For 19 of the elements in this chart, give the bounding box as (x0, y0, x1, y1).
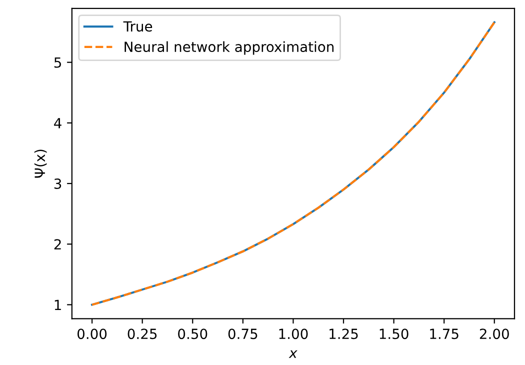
line-series (90, 21, 496, 306)
x-axis-title: x (288, 350, 298, 358)
y-tick-label: 1 (54, 300, 61, 310)
x-tick-label: 1.25 (330, 328, 358, 340)
y-axis-title: Ψ(x) (34, 150, 47, 178)
x-tick-label: 0.75 (228, 328, 258, 340)
x-tick-label: 1.00 (279, 328, 308, 340)
y-tick-label: 5 (54, 57, 61, 68)
x-tick-label: 1.75 (430, 328, 458, 340)
y-tick-label: 4 (54, 118, 62, 128)
x-tick-label: 2.00 (480, 328, 509, 340)
x-tick-label: 0.25 (128, 328, 157, 340)
x-tick-label: 1.50 (380, 328, 408, 340)
legend-label: True (123, 21, 152, 32)
y-tick-label: 2 (54, 239, 61, 250)
x-tick-label: 0.50 (178, 328, 208, 340)
x-tick-label: 0.00 (77, 328, 107, 340)
legend-label: Neural network approximation (124, 41, 334, 55)
y-tick-label: 3 (54, 178, 62, 189)
